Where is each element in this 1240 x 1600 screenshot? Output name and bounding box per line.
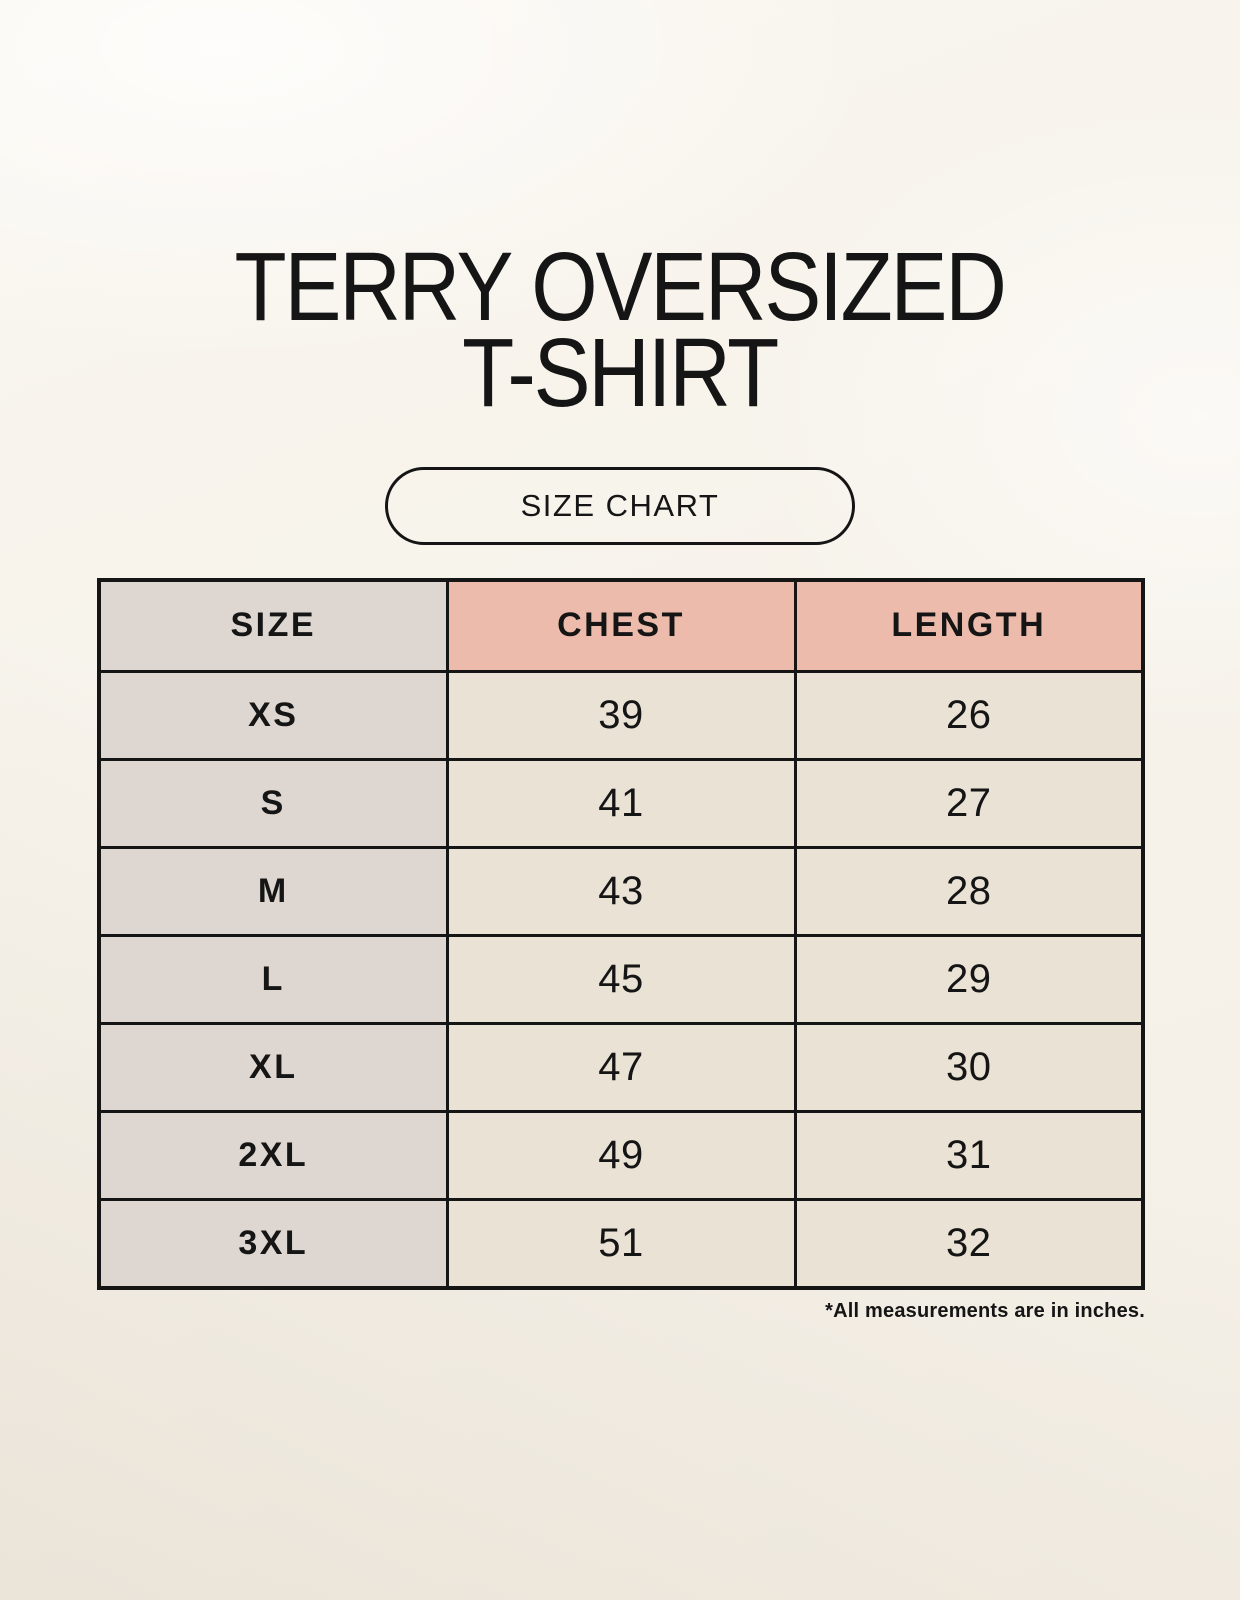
size-cell: S — [97, 758, 449, 850]
size-cell: XS — [97, 670, 449, 762]
column-header-length: LENGTH — [793, 578, 1145, 674]
chest-cell: 41 — [445, 758, 797, 850]
table-row: XS 39 26 — [97, 670, 1145, 762]
length-cell: 30 — [793, 1022, 1145, 1114]
column-header-chest: CHEST — [445, 578, 797, 674]
page-title: TERRY OVERSIZED T-SHIRT — [0, 0, 1240, 428]
size-table: SIZE CHEST LENGTH XS 39 26 S 41 27 M 43 … — [97, 577, 1145, 1290]
size-chart-button[interactable]: SIZE CHART — [385, 466, 855, 545]
title-line-1: TERRY OVERSIZED — [234, 232, 1007, 341]
size-chart-page: TERRY OVERSIZED T-SHIRT SIZE CHART SIZE … — [0, 0, 1240, 1322]
table-row: XL 47 30 — [97, 1022, 1145, 1114]
table-row: 2XL 49 31 — [97, 1110, 1145, 1202]
title-line-2: T-SHIRT — [462, 318, 779, 428]
length-cell: 31 — [793, 1110, 1145, 1202]
table-row: S 41 27 — [97, 758, 1145, 850]
size-cell: XL — [97, 1022, 449, 1114]
size-chart-button-label: SIZE CHART — [520, 487, 720, 523]
table-row: M 43 28 — [97, 846, 1145, 938]
length-cell: 28 — [793, 846, 1145, 938]
length-cell: 32 — [793, 1198, 1145, 1290]
column-header-size: SIZE — [97, 578, 449, 674]
size-cell: 2XL — [97, 1110, 449, 1202]
length-cell: 26 — [793, 670, 1145, 762]
size-cell: 3XL — [97, 1198, 449, 1290]
chest-cell: 47 — [445, 1022, 797, 1114]
chest-cell: 51 — [445, 1198, 797, 1290]
chest-cell: 39 — [445, 670, 797, 762]
length-cell: 29 — [793, 934, 1145, 1026]
table-header-row: SIZE CHEST LENGTH — [97, 578, 1145, 674]
table-row: L 45 29 — [97, 934, 1145, 1026]
badge-row: SIZE CHART — [0, 466, 1240, 545]
size-cell: M — [97, 846, 449, 938]
chest-cell: 45 — [445, 934, 797, 1026]
chest-cell: 49 — [445, 1110, 797, 1202]
table-row: 3XL 51 32 — [97, 1198, 1145, 1290]
size-cell: L — [97, 934, 449, 1026]
length-cell: 27 — [793, 758, 1145, 850]
chest-cell: 43 — [445, 846, 797, 938]
measurements-note: *All measurements are in inches. — [825, 1299, 1145, 1322]
